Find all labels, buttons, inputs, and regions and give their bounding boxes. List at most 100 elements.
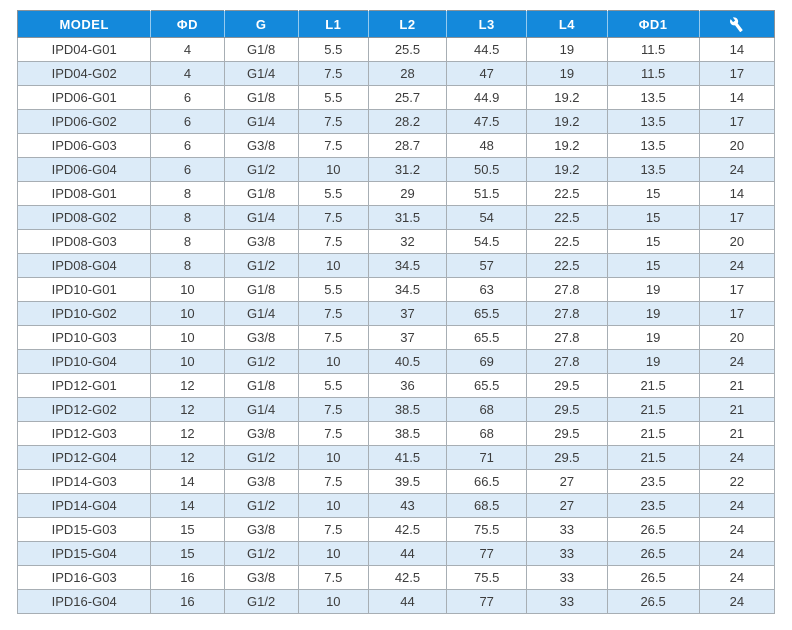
table-row: IPD15-G03 15 G3/8 7.5 42.5 75.5 33 26.5 24 [16, 517, 776, 542]
cell-l4: 29.5 [526, 397, 608, 422]
cell-l4: 27.8 [526, 277, 608, 302]
cell-phi-d: 8 [150, 253, 225, 278]
table-row: IPD12-G03 12 G3/8 7.5 38.5 68 29.5 21.5 21 [16, 421, 776, 446]
cell-phi-d: 6 [150, 157, 225, 182]
cell-phi-d1: 15 [606, 181, 700, 206]
cell-g: G1/8 [223, 277, 299, 302]
cell-l4: 19 [526, 37, 608, 62]
cell-l3: 68 [446, 397, 528, 422]
cell-l4: 19.2 [526, 133, 608, 158]
cell-g: G1/8 [223, 85, 299, 110]
cell-wrench: 24 [698, 565, 776, 590]
column-header-phi-d1: ΦD1 [606, 10, 700, 38]
cell-l3: 47.5 [446, 109, 528, 134]
cell-l4: 27.8 [526, 301, 608, 326]
cell-model: IPD06-G02 [16, 109, 152, 134]
cell-model: IPD15-G04 [16, 541, 152, 566]
cell-l3: 75.5 [446, 565, 528, 590]
cell-l3: 68.5 [446, 493, 528, 518]
cell-l1: 7.5 [297, 229, 369, 254]
cell-phi-d1: 26.5 [606, 541, 700, 566]
table-header: MODEL ΦD G L1 L2 L3 L4 ΦD1 [17, 10, 775, 38]
cell-phi-d: 6 [150, 85, 225, 110]
cell-l2: 37 [367, 301, 448, 326]
cell-l2: 28.2 [367, 109, 448, 134]
cell-wrench: 20 [698, 133, 776, 158]
table-row: IPD06-G02 6 G1/4 7.5 28.2 47.5 19.2 13.5 17 [16, 109, 776, 134]
cell-wrench: 24 [698, 493, 776, 518]
cell-l4: 19.2 [526, 157, 608, 182]
table-row: IPD15-G04 15 G1/2 10 44 77 33 26.5 24 [16, 541, 776, 566]
cell-l4: 27.8 [526, 349, 608, 374]
cell-l2: 44 [367, 589, 448, 614]
cell-phi-d1: 13.5 [606, 109, 700, 134]
cell-l2: 40.5 [367, 349, 448, 374]
table-row: IPD10-G03 10 G3/8 7.5 37 65.5 27.8 19 20 [16, 325, 776, 350]
cell-phi-d: 10 [150, 277, 225, 302]
cell-phi-d1: 15 [606, 229, 700, 254]
cell-phi-d1: 13.5 [606, 85, 700, 110]
cell-wrench: 17 [698, 109, 776, 134]
cell-l1: 7.5 [297, 421, 369, 446]
cell-phi-d1: 26.5 [606, 589, 700, 614]
cell-model: IPD16-G04 [16, 589, 152, 614]
cell-g: G1/2 [223, 253, 299, 278]
cell-phi-d: 14 [150, 493, 225, 518]
cell-l3: 65.5 [446, 301, 528, 326]
cell-g: G1/2 [223, 157, 299, 182]
cell-model: IPD12-G01 [16, 373, 152, 398]
column-header-l2: L2 [367, 10, 447, 38]
column-header-l3: L3 [446, 10, 527, 38]
cell-phi-d: 8 [150, 181, 225, 206]
cell-l3: 54.5 [446, 229, 528, 254]
cell-wrench: 17 [698, 205, 776, 230]
cell-phi-d: 6 [150, 133, 225, 158]
cell-model: IPD16-G03 [16, 565, 152, 590]
cell-phi-d1: 21.5 [606, 373, 700, 398]
cell-l4: 33 [526, 589, 608, 614]
cell-phi-d: 12 [150, 421, 225, 446]
cell-phi-d1: 11.5 [606, 37, 700, 62]
cell-l3: 71 [446, 445, 528, 470]
cell-l1: 7.5 [297, 325, 369, 350]
cell-l1: 10 [297, 541, 369, 566]
cell-model: IPD04-G02 [16, 61, 152, 86]
cell-g: G3/8 [223, 421, 299, 446]
cell-phi-d: 12 [150, 373, 225, 398]
cell-l2: 31.5 [367, 205, 448, 230]
column-header-model: MODEL [17, 10, 151, 38]
cell-l2: 39.5 [367, 469, 448, 494]
cell-l1: 5.5 [297, 181, 369, 206]
cell-l2: 41.5 [367, 445, 448, 470]
cell-l4: 33 [526, 541, 608, 566]
cell-wrench: 20 [698, 229, 776, 254]
cell-l2: 25.5 [367, 37, 448, 62]
cell-wrench: 24 [698, 445, 776, 470]
cell-wrench: 17 [698, 61, 776, 86]
cell-phi-d1: 21.5 [606, 445, 700, 470]
cell-l4: 19 [526, 61, 608, 86]
cell-wrench: 21 [698, 421, 776, 446]
table-row: IPD14-G03 14 G3/8 7.5 39.5 66.5 27 23.5 22 [16, 469, 776, 494]
table-row: IPD10-G02 10 G1/4 7.5 37 65.5 27.8 19 17 [16, 301, 776, 326]
cell-l2: 38.5 [367, 397, 448, 422]
cell-wrench: 24 [698, 157, 776, 182]
cell-phi-d1: 21.5 [606, 421, 700, 446]
cell-wrench: 24 [698, 253, 776, 278]
table-row: IPD08-G01 8 G1/8 5.5 29 51.5 22.5 15 14 [16, 181, 776, 206]
cell-l4: 22.5 [526, 229, 608, 254]
cell-l1: 7.5 [297, 205, 369, 230]
cell-g: G1/2 [223, 493, 299, 518]
cell-l4: 27 [526, 469, 608, 494]
cell-l2: 32 [367, 229, 448, 254]
cell-l3: 54 [446, 205, 528, 230]
cell-g: G1/4 [223, 397, 299, 422]
cell-model: IPD10-G02 [16, 301, 152, 326]
cell-l3: 50.5 [446, 157, 528, 182]
cell-wrench: 24 [698, 589, 776, 614]
cell-phi-d: 8 [150, 229, 225, 254]
cell-l1: 5.5 [297, 37, 369, 62]
cell-l4: 27 [526, 493, 608, 518]
column-header-l1: L1 [297, 10, 369, 38]
